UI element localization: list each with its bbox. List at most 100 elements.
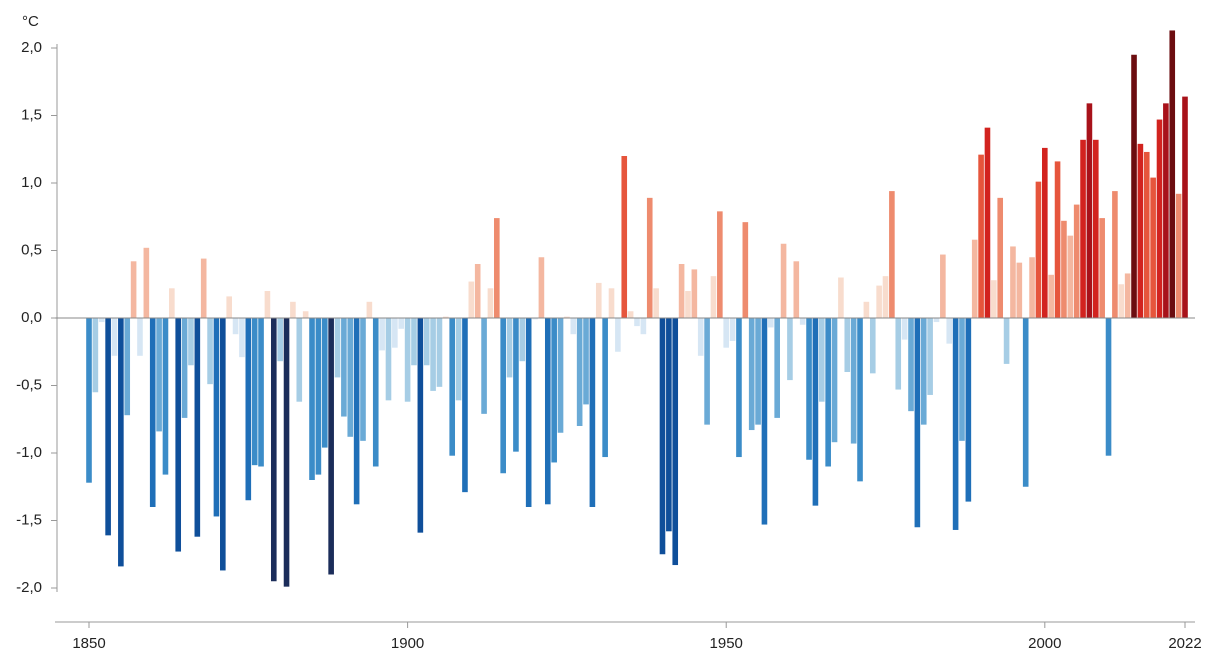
- bar: [200, 258, 207, 318]
- bar: [678, 264, 685, 318]
- bar: [1131, 54, 1137, 318]
- bar: [239, 318, 245, 358]
- bar: [991, 280, 997, 318]
- bar: [691, 269, 698, 318]
- bar: [736, 318, 742, 458]
- bar: [500, 318, 506, 474]
- bar: [863, 301, 870, 318]
- bar: [965, 318, 972, 502]
- y-tick-label: -0,5: [16, 376, 42, 393]
- bar: [366, 301, 373, 318]
- bar: [901, 318, 908, 340]
- bar: [844, 318, 851, 372]
- bar: [1137, 143, 1144, 318]
- bar: [793, 261, 800, 318]
- bar: [398, 318, 405, 329]
- bar: [1150, 177, 1156, 318]
- bar: [869, 318, 876, 374]
- bar: [92, 318, 99, 393]
- bar: [621, 156, 628, 318]
- bar: [908, 318, 914, 412]
- bar: [360, 318, 366, 441]
- bar: [787, 318, 793, 381]
- bar: [245, 318, 252, 501]
- bar: [309, 318, 315, 480]
- bar: [334, 318, 341, 378]
- bar: [538, 257, 545, 318]
- bar: [1099, 218, 1105, 318]
- bar: [564, 316, 570, 318]
- bar: [1124, 273, 1131, 318]
- bar: [825, 318, 831, 467]
- bar: [411, 318, 417, 366]
- bar: [392, 318, 398, 348]
- bar: [404, 318, 411, 402]
- bar: [653, 288, 659, 318]
- bar: [755, 318, 761, 425]
- bar: [341, 318, 347, 417]
- bar: [761, 318, 768, 525]
- bar: [194, 318, 201, 537]
- y-tick-label: 1,0: [21, 174, 42, 191]
- bar: [455, 318, 462, 401]
- bar: [315, 318, 322, 475]
- x-tick-label: 1850: [72, 635, 105, 652]
- bar: [946, 318, 953, 344]
- bar: [717, 211, 723, 318]
- bar: [270, 318, 277, 582]
- bar: [283, 318, 290, 587]
- bar: [137, 318, 143, 356]
- bar: [130, 261, 137, 318]
- bar: [1042, 147, 1048, 318]
- bar: [602, 318, 608, 458]
- bar: [818, 318, 825, 402]
- bar: [162, 318, 169, 475]
- bar: [627, 311, 634, 318]
- y-tick-label: 1,5: [21, 106, 42, 123]
- bar: [1067, 235, 1074, 318]
- bar: [984, 127, 991, 319]
- x-tick-label: 2000: [1028, 635, 1061, 652]
- bar: [1003, 318, 1010, 364]
- bar: [1073, 204, 1080, 318]
- bar: [729, 318, 736, 341]
- bar: [971, 239, 978, 318]
- bar: [1086, 103, 1093, 318]
- bar: [449, 318, 456, 456]
- bar: [436, 318, 443, 387]
- bar: [1029, 257, 1035, 318]
- bar: [277, 318, 283, 362]
- bar: [742, 222, 749, 318]
- bar: [882, 276, 889, 318]
- bar: [570, 318, 577, 335]
- bar: [589, 318, 596, 507]
- bar: [207, 318, 213, 385]
- bar: [188, 318, 194, 366]
- bar: [583, 318, 589, 405]
- bar: [296, 318, 303, 402]
- bar: [774, 318, 780, 418]
- x-tick-label: 1950: [710, 635, 743, 652]
- bar: [927, 318, 933, 395]
- bar: [959, 318, 965, 441]
- bar: [124, 318, 131, 416]
- bar: [1118, 284, 1125, 318]
- bar: [780, 243, 787, 318]
- bar: [506, 318, 513, 378]
- bar: [646, 197, 653, 318]
- bar: [175, 318, 182, 552]
- bar: [876, 285, 882, 318]
- bar: [838, 277, 844, 318]
- bar: [940, 254, 946, 318]
- bar: [920, 318, 927, 425]
- bar: [462, 318, 468, 493]
- bar: [290, 301, 296, 318]
- bar: [417, 318, 424, 533]
- bar: [1156, 119, 1163, 318]
- bar: [347, 318, 354, 437]
- bar: [169, 288, 175, 318]
- bar: [105, 318, 111, 536]
- bar: [685, 291, 691, 318]
- bar: [143, 247, 150, 318]
